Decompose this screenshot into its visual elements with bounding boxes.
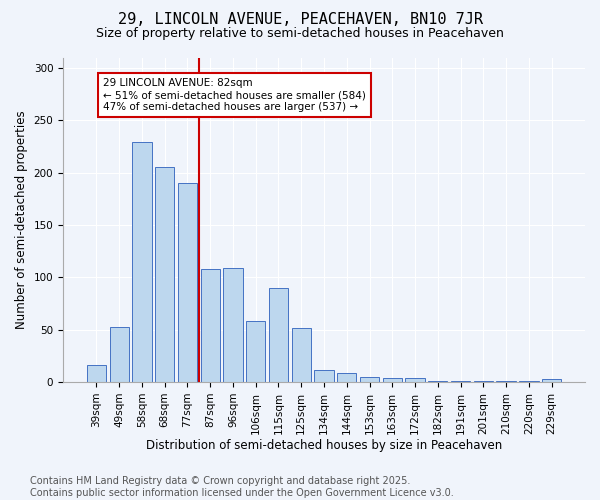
Bar [519,381,539,382]
Bar [292,328,311,382]
Bar [473,381,493,382]
Bar [542,379,561,382]
Bar [451,381,470,382]
Bar [269,288,288,382]
Bar [337,372,356,382]
Bar [87,366,106,382]
Text: Contains HM Land Registry data © Crown copyright and database right 2025.
Contai: Contains HM Land Registry data © Crown c… [30,476,454,498]
Y-axis label: Number of semi-detached properties: Number of semi-detached properties [15,110,28,329]
Bar [314,370,334,382]
Bar [383,378,402,382]
Bar [223,268,242,382]
Bar [406,378,425,382]
X-axis label: Distribution of semi-detached houses by size in Peacehaven: Distribution of semi-detached houses by … [146,440,502,452]
Bar [178,183,197,382]
Text: 29, LINCOLN AVENUE, PEACEHAVEN, BN10 7JR: 29, LINCOLN AVENUE, PEACEHAVEN, BN10 7JR [118,12,482,28]
Text: Size of property relative to semi-detached houses in Peacehaven: Size of property relative to semi-detach… [96,28,504,40]
Bar [200,269,220,382]
Bar [155,168,175,382]
Bar [246,322,265,382]
Bar [428,381,448,382]
Bar [360,377,379,382]
Bar [110,326,129,382]
Text: 29 LINCOLN AVENUE: 82sqm
← 51% of semi-detached houses are smaller (584)
47% of : 29 LINCOLN AVENUE: 82sqm ← 51% of semi-d… [103,78,366,112]
Bar [496,381,516,382]
Bar [132,142,152,382]
